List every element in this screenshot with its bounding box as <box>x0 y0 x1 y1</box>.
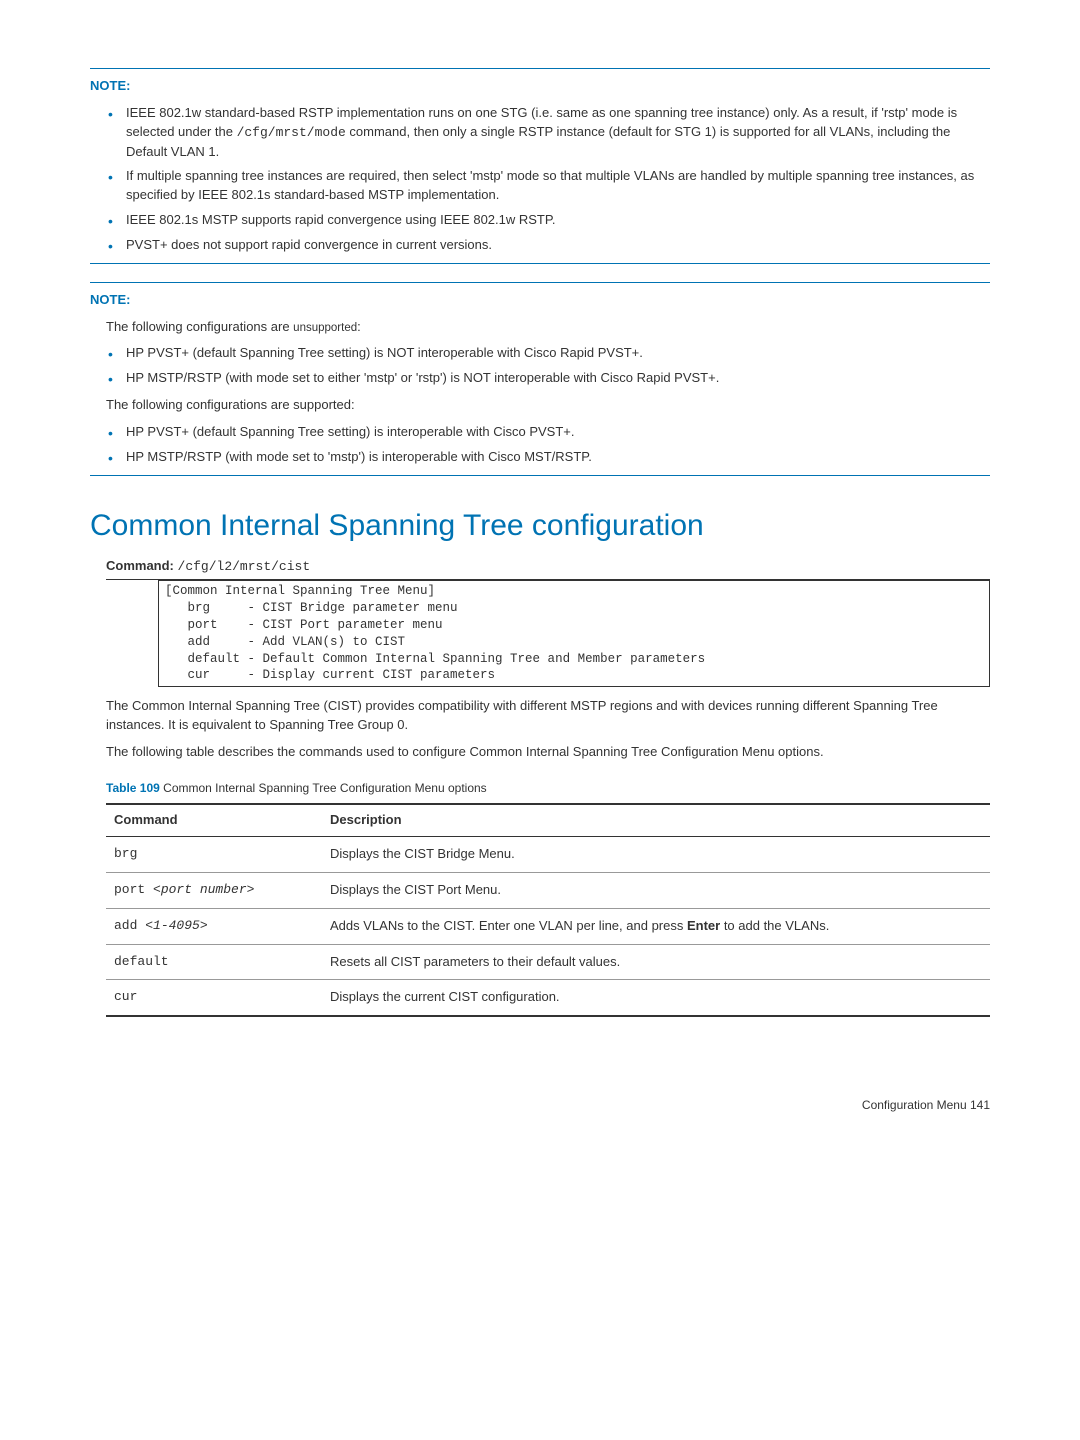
row-desc: Displays the CIST Bridge Menu. <box>322 837 990 873</box>
table-row: default Resets all CIST parameters to th… <box>106 944 990 980</box>
list-item: IEEE 802.1w standard-based RSTP implemen… <box>126 104 990 162</box>
row-cmd: add <1-4095> <box>106 908 322 944</box>
list-item: IEEE 802.1s MSTP supports rapid converge… <box>126 211 990 230</box>
list-item: HP PVST+ (default Spanning Tree setting)… <box>126 423 990 442</box>
row-cmd: brg <box>106 837 322 873</box>
code-block: [Common Internal Spanning Tree Menu] brg… <box>158 580 990 687</box>
table-caption: Table 109 Common Internal Spanning Tree … <box>106 780 990 797</box>
table-caption-num: Table 109 <box>106 781 160 795</box>
note-rule-bottom-1 <box>90 263 990 264</box>
note1-item-2: IEEE 802.1s MSTP supports rapid converge… <box>126 212 555 227</box>
note2-intro1-unsup: unsupported <box>293 322 357 334</box>
note2-unsup-0: HP PVST+ (default Spanning Tree setting)… <box>126 345 643 360</box>
row-desc: Adds VLANs to the CIST. Enter one VLAN p… <box>322 908 990 944</box>
table-header-row: Command Description <box>106 804 990 836</box>
table-row: brg Displays the CIST Bridge Menu. <box>106 837 990 873</box>
command-label: Command: <box>106 558 174 573</box>
list-item: HP PVST+ (default Spanning Tree setting)… <box>126 344 990 363</box>
note2-supported-list: HP PVST+ (default Spanning Tree setting)… <box>90 423 990 467</box>
row-cmd: cur <box>106 980 322 1016</box>
note1-list: IEEE 802.1w standard-based RSTP implemen… <box>90 104 990 255</box>
note2-sup-0: HP PVST+ (default Spanning Tree setting)… <box>126 424 575 439</box>
row-cmd: port <port number> <box>106 872 322 908</box>
table-row: port <port number> Displays the CIST Por… <box>106 872 990 908</box>
note2-unsupported-list: HP PVST+ (default Spanning Tree setting)… <box>90 344 990 388</box>
list-item: HP MSTP/RSTP (with mode set to either 'm… <box>126 369 990 388</box>
section-title: Common Internal Spanning Tree configurat… <box>90 504 990 548</box>
note2-intro2: The following configurations are support… <box>90 396 990 415</box>
table-row: add <1-4095> Adds VLANs to the CIST. Ent… <box>106 908 990 944</box>
command-line: Command: /cfg/l2/mrst/cist <box>90 557 990 577</box>
list-item: If multiple spanning tree instances are … <box>126 167 990 205</box>
table-row: cur Displays the current CIST configurat… <box>106 980 990 1016</box>
list-item: PVST+ does not support rapid convergence… <box>126 236 990 255</box>
note2-intro1: The following configurations are unsuppo… <box>90 318 990 337</box>
col-command: Command <box>106 804 322 836</box>
command-path: /cfg/l2/mrst/cist <box>178 559 311 574</box>
options-table: Command Description brg Displays the CIS… <box>106 803 990 1017</box>
note2-unsup-1: HP MSTP/RSTP (with mode set to either 'm… <box>126 370 719 385</box>
row-desc: Displays the CIST Port Menu. <box>322 872 990 908</box>
note-label-2: NOTE: <box>90 291 990 310</box>
col-description: Description <box>322 804 990 836</box>
page-footer: Configuration Menu 141 <box>90 1097 990 1114</box>
note2-sup-1: HP MSTP/RSTP (with mode set to 'mstp') i… <box>126 449 592 464</box>
table-caption-rest: Common Internal Spanning Tree Configurat… <box>160 781 487 795</box>
row-cmd: default <box>106 944 322 980</box>
row-desc: Displays the current CIST configuration. <box>322 980 990 1016</box>
note-label-1: NOTE: <box>90 77 990 96</box>
note-rule-bottom-2 <box>90 475 990 476</box>
note1-item-3: PVST+ does not support rapid convergence… <box>126 237 492 252</box>
note2-intro1-post: : <box>357 319 361 334</box>
row-desc: Resets all CIST parameters to their defa… <box>322 944 990 980</box>
note-rule-top <box>90 68 990 69</box>
section-para1: The Common Internal Spanning Tree (CIST)… <box>90 697 990 735</box>
note-rule-top-2 <box>90 282 990 283</box>
note1-item-1: If multiple spanning tree instances are … <box>126 168 974 202</box>
note1-item-0: IEEE 802.1w standard-based RSTP implemen… <box>126 105 957 159</box>
section-para2: The following table describes the comman… <box>90 743 990 762</box>
list-item: HP MSTP/RSTP (with mode set to 'mstp') i… <box>126 448 990 467</box>
note2-intro1-pre: The following configurations are <box>106 319 293 334</box>
